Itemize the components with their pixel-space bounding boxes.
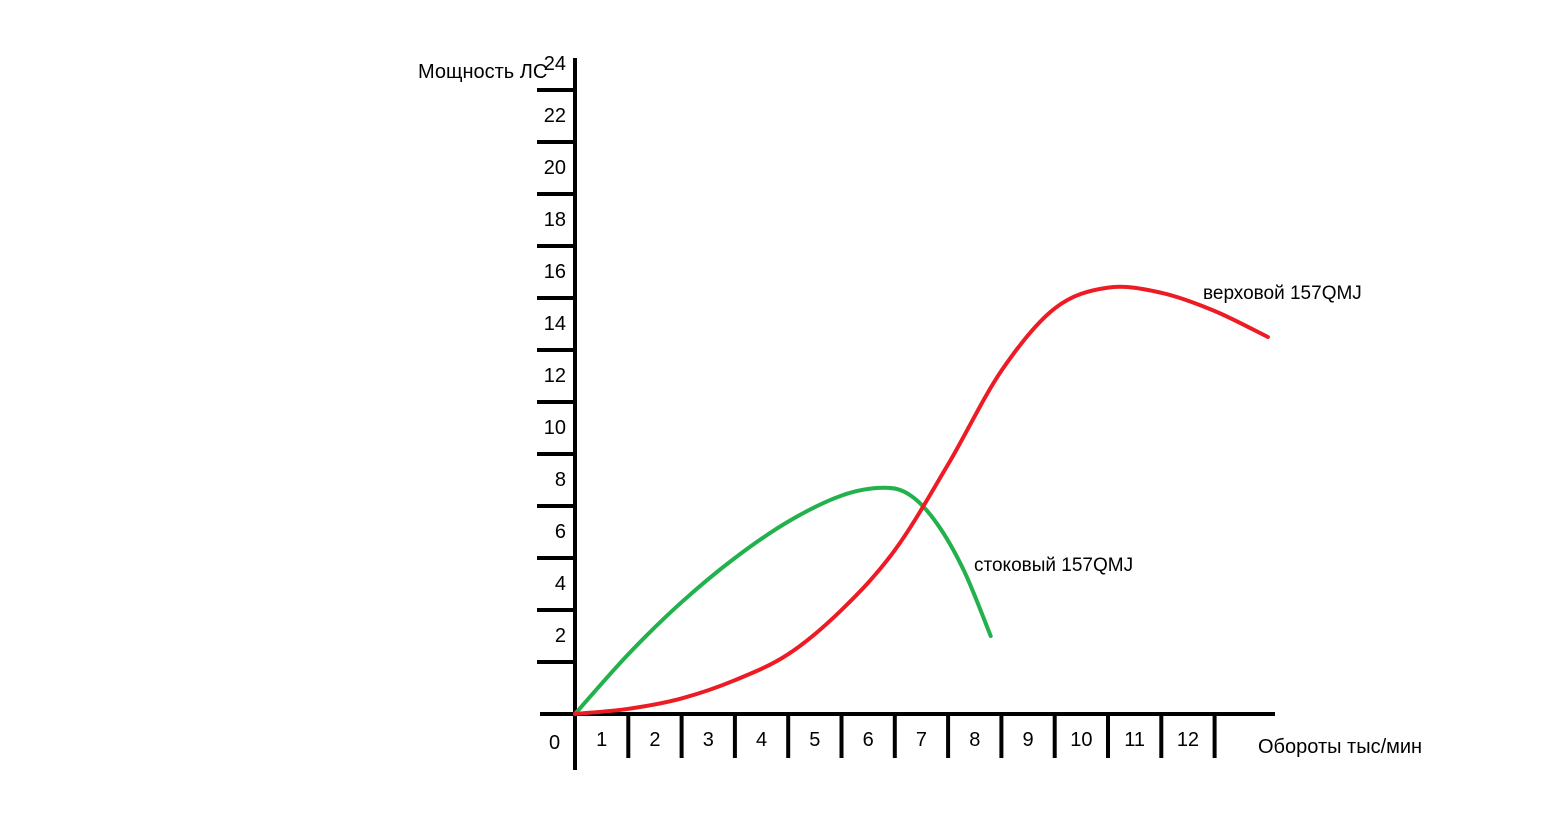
x-tick-label: 9 [1022,729,1033,751]
y-tick-label: 8 [555,469,566,491]
x-tick-label: 7 [916,729,927,751]
y-tick-label: 18 [544,209,566,231]
series-label-tuned: верховой 157QMJ [1203,283,1362,304]
x-tick-label: 12 [1177,729,1199,751]
x-tick-label: 1 [596,729,607,751]
x-tick-label: 6 [863,729,874,751]
x-tick-label: 10 [1070,729,1092,751]
y-axis-title: Мощность ЛС [418,61,547,83]
x-tick-label: 11 [1124,729,1145,751]
y-tick-label: 20 [544,157,566,179]
y-tick-label: 14 [544,313,566,335]
x-tick-label: 3 [703,729,714,751]
y-tick-label: 16 [544,261,566,283]
y-tick-label: 2 [555,625,566,647]
y-tick-label: 12 [544,365,566,387]
x-tick-label: 8 [969,729,980,751]
y-tick-label: 6 [555,521,566,543]
y-tick-label: 24 [544,53,566,75]
y-tick-label: 10 [544,417,566,439]
origin-label: 0 [549,732,560,754]
y-tick-label: 4 [555,573,566,595]
series-group [573,284,1270,716]
x-tick-label: 2 [649,729,660,751]
y-tick-label: 22 [544,105,566,127]
x-axis-title: Обороты тыс/мин [1258,736,1422,758]
series-line-tuned [573,284,1270,716]
series-line-stock [573,485,993,716]
x-tick-label: 4 [756,729,767,751]
x-tick-label: 5 [809,729,820,751]
series-label-stock: стоковый 157QMJ [974,555,1133,576]
x-ticks-group: 1 2 3 4 5 6 7 8 9 10 11 12 [596,714,1217,758]
